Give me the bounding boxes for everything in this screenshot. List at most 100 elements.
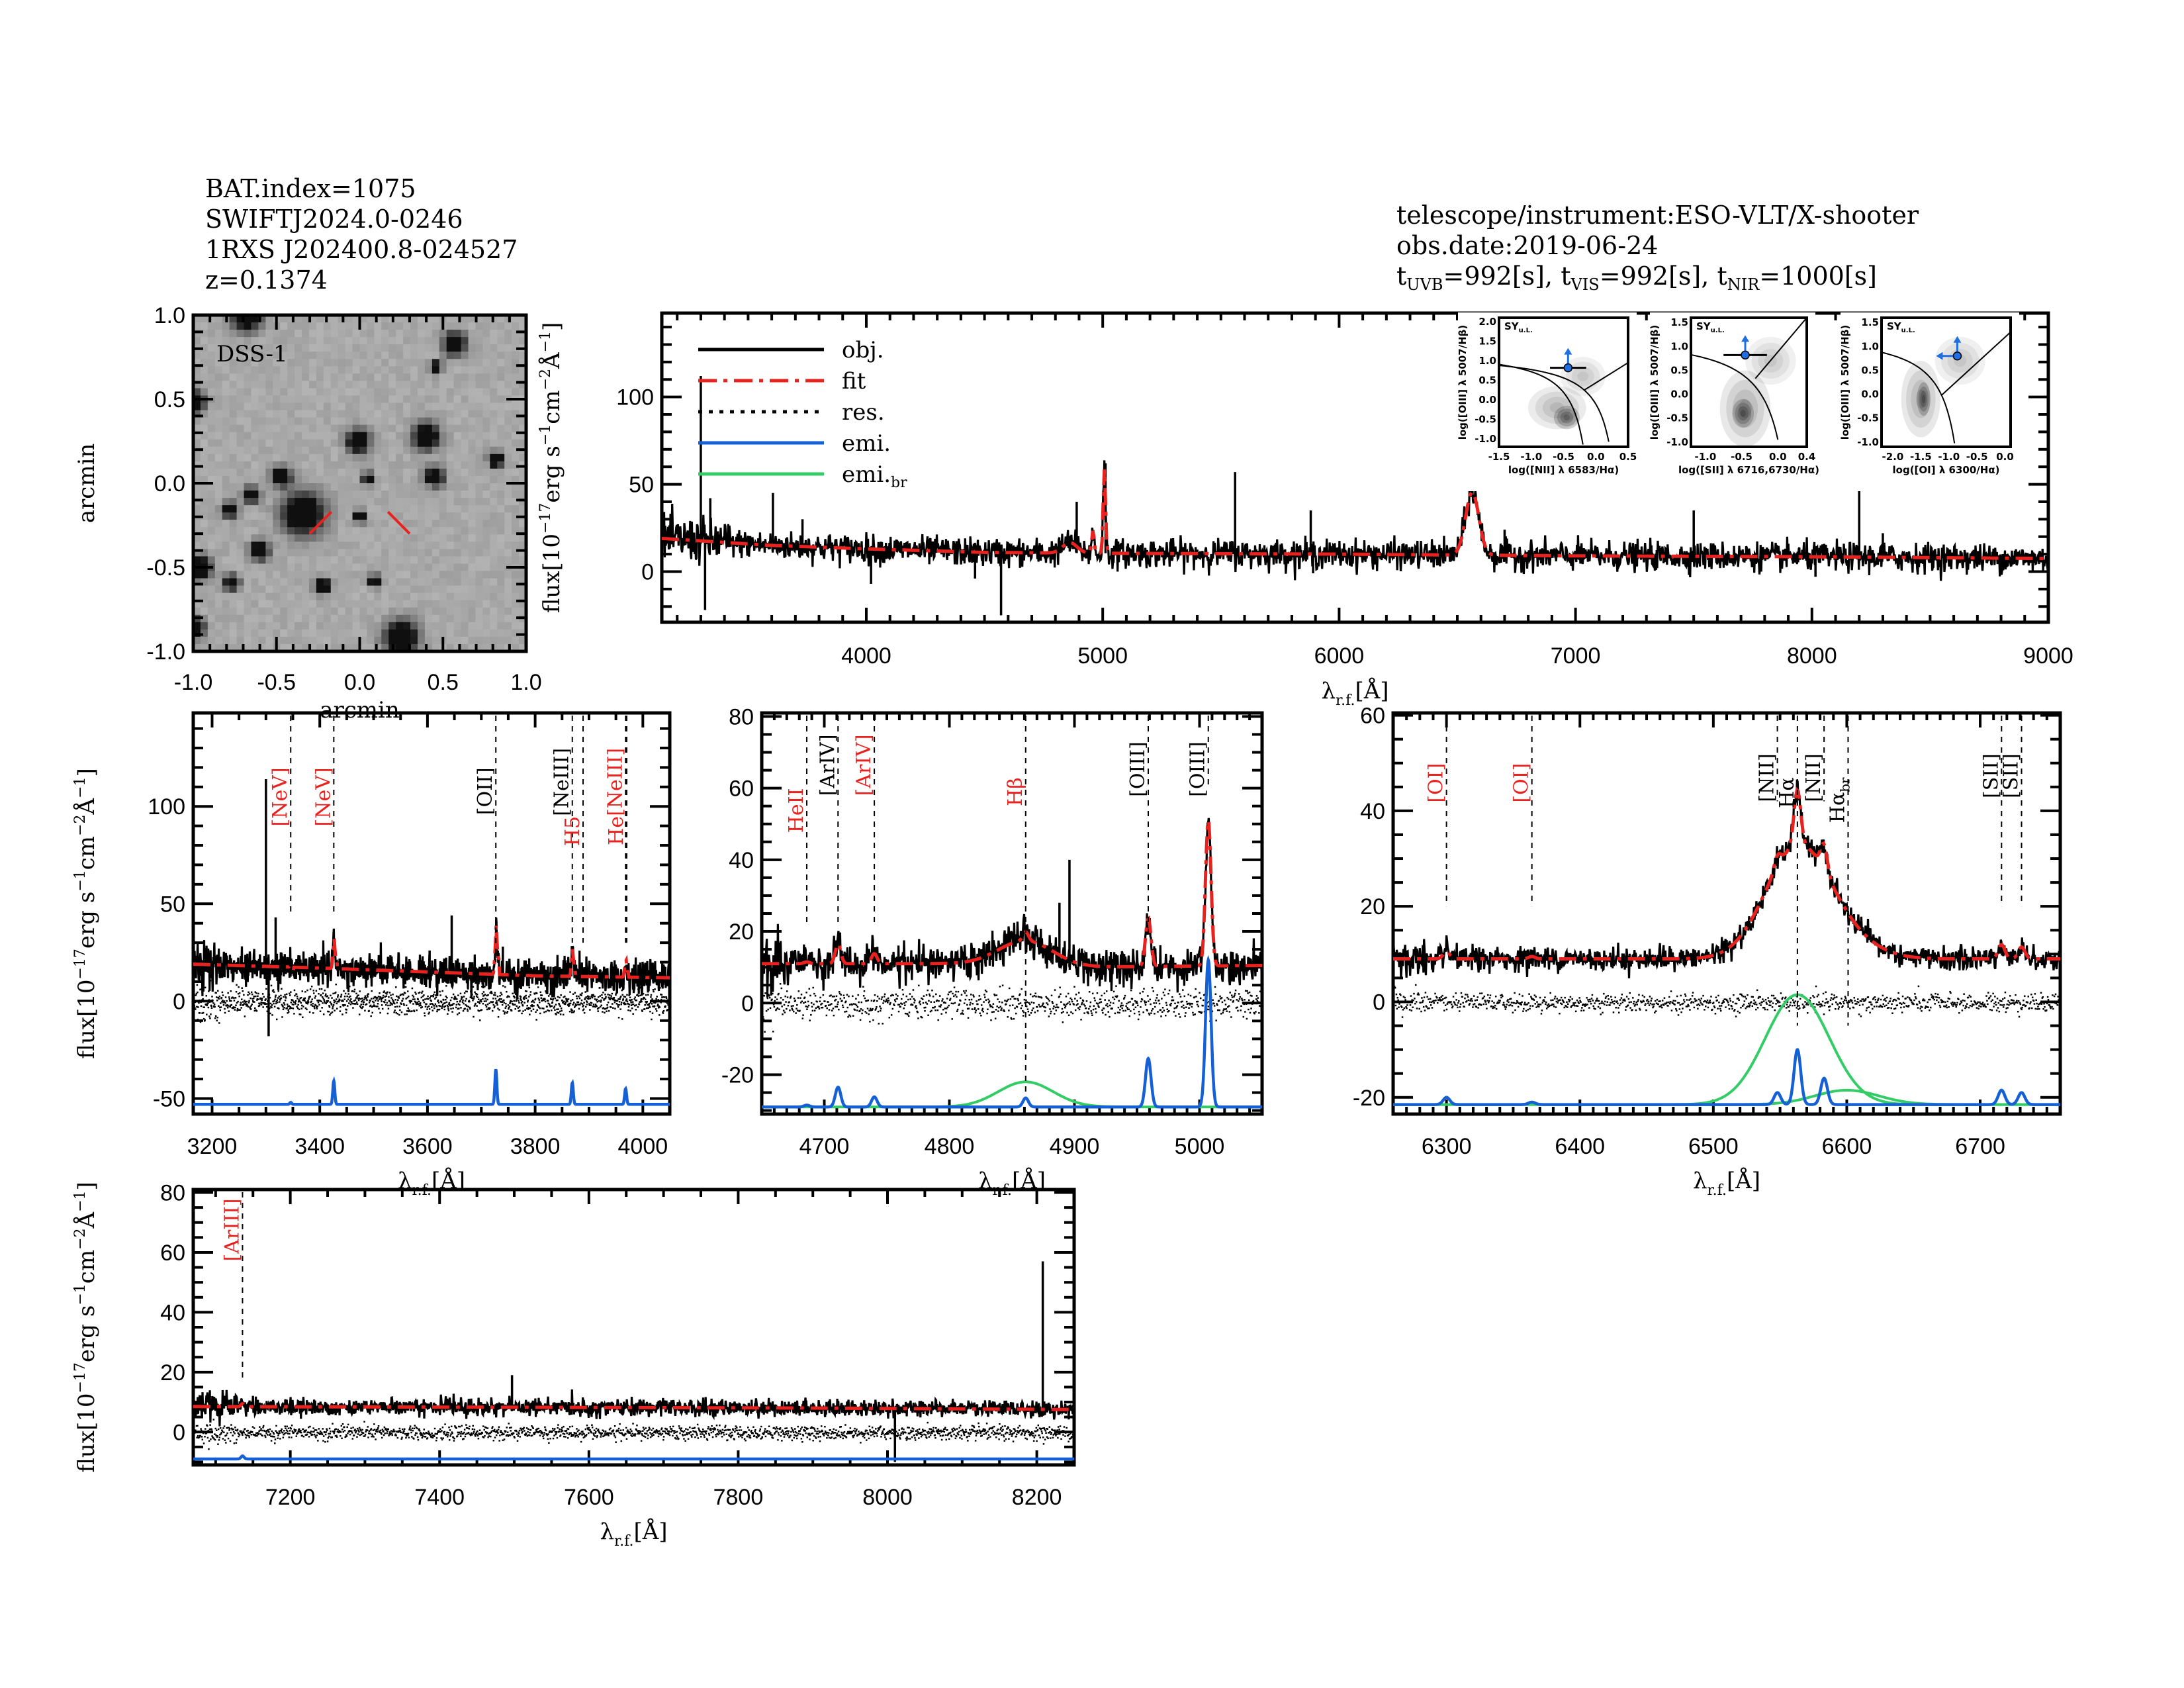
dss-pixel <box>388 622 396 630</box>
dss-pixel <box>200 359 208 367</box>
dss-pixel <box>403 366 411 374</box>
dss-pixel <box>519 534 526 542</box>
dss-pixel <box>222 549 230 557</box>
dss-pixel <box>229 453 238 462</box>
residual-point <box>387 1008 390 1009</box>
dss-pixel <box>352 359 361 367</box>
dss-pixel <box>287 549 295 557</box>
dss-pixel <box>512 439 520 447</box>
dss-pixel <box>468 468 477 477</box>
dss-pixel <box>468 344 477 352</box>
residual-point <box>640 1000 642 1002</box>
dss-pixel <box>280 527 288 535</box>
residual-point <box>790 996 792 998</box>
residual-point <box>422 990 424 993</box>
residual-point <box>271 1004 273 1006</box>
dss-pixel <box>374 512 382 520</box>
residual-point <box>435 994 437 996</box>
narrow-emission-components <box>193 1068 670 1106</box>
dss-pixel <box>229 622 238 630</box>
dss-pixel <box>207 636 216 645</box>
dss-pixel <box>396 410 404 418</box>
dss-pixel <box>222 622 230 630</box>
dss-pixel <box>403 432 411 440</box>
residual-point <box>791 1008 794 1009</box>
residual-point <box>385 999 387 1001</box>
dss-pixel <box>236 410 245 418</box>
dss-pixel <box>446 527 455 535</box>
residual-point <box>571 1009 573 1011</box>
residual-point <box>275 994 277 997</box>
residual-point <box>385 992 387 994</box>
dss-pixel <box>417 600 426 608</box>
residual-point <box>371 990 373 992</box>
dss-pixel <box>410 578 418 586</box>
residual-point <box>784 1011 786 1013</box>
residual-point <box>193 1005 196 1007</box>
dss-pixel <box>475 453 483 462</box>
dss-pixel <box>453 330 462 338</box>
residual-point <box>291 1004 294 1006</box>
dss-pixel <box>446 600 455 608</box>
residual-point <box>963 990 965 992</box>
dss-pixel <box>193 571 201 579</box>
residual-point <box>434 1003 437 1006</box>
residual-point <box>1033 995 1036 997</box>
residual-point <box>870 1009 872 1011</box>
residual-point <box>1134 1000 1136 1002</box>
dss-pixel <box>468 381 477 389</box>
dss-pixel <box>222 402 230 411</box>
dss-pixel <box>258 563 266 572</box>
residual-point <box>1037 996 1040 998</box>
residual-point <box>1118 1000 1120 1002</box>
dss-pixel <box>367 592 375 601</box>
residual-point <box>433 1005 435 1007</box>
dss-pixel <box>287 417 295 426</box>
residual-point <box>643 1008 646 1010</box>
residual-point <box>919 1000 921 1003</box>
dss-pixel <box>316 373 324 381</box>
dss-pixel <box>475 366 483 374</box>
residual-point <box>203 1006 205 1008</box>
dss-pixel <box>330 402 339 411</box>
dss-pixel <box>338 359 346 367</box>
inset-y-label: log([OIII] λ 5007/Hβ) <box>1649 325 1661 440</box>
residual-point <box>206 1000 209 1002</box>
residual-point <box>1034 1011 1036 1013</box>
dss-pixel <box>236 366 245 374</box>
dss-pixel <box>388 344 396 352</box>
x-tick-label: 6000 <box>1314 643 1365 669</box>
dss-pixel <box>439 585 447 594</box>
residual-point <box>223 1000 226 1002</box>
residual-point <box>803 1002 805 1004</box>
dss-pixel <box>251 527 259 535</box>
residual-point <box>1120 1002 1123 1004</box>
residual-point <box>220 1006 222 1008</box>
dss-pixel <box>388 578 396 586</box>
residual-point <box>934 1006 936 1008</box>
dss-pixel <box>512 461 520 469</box>
residual-point <box>500 994 503 996</box>
dss-pixel <box>207 432 216 440</box>
dss-pixel <box>308 366 317 374</box>
dss-pixel <box>424 592 433 601</box>
dss-pixel <box>475 432 483 440</box>
residual-point <box>859 1019 862 1021</box>
dss-pixel <box>316 395 324 404</box>
residual-point <box>892 994 894 996</box>
dss-pixel <box>367 505 375 513</box>
residual-point <box>361 1007 363 1009</box>
residual-point <box>1158 1000 1160 1002</box>
residual-point <box>308 998 310 1000</box>
dss-pixel <box>295 643 302 651</box>
y-label-part: −2 <box>72 814 89 835</box>
residual-point <box>449 1004 451 1007</box>
dss-pixel <box>468 534 477 542</box>
dss-pixel <box>330 622 339 630</box>
dss-pixel <box>222 366 230 374</box>
dss-pixel <box>229 432 238 440</box>
residual-point <box>576 995 578 998</box>
dss-pixel <box>504 373 512 381</box>
dss-pixel <box>468 373 477 381</box>
residual-point <box>843 997 845 999</box>
